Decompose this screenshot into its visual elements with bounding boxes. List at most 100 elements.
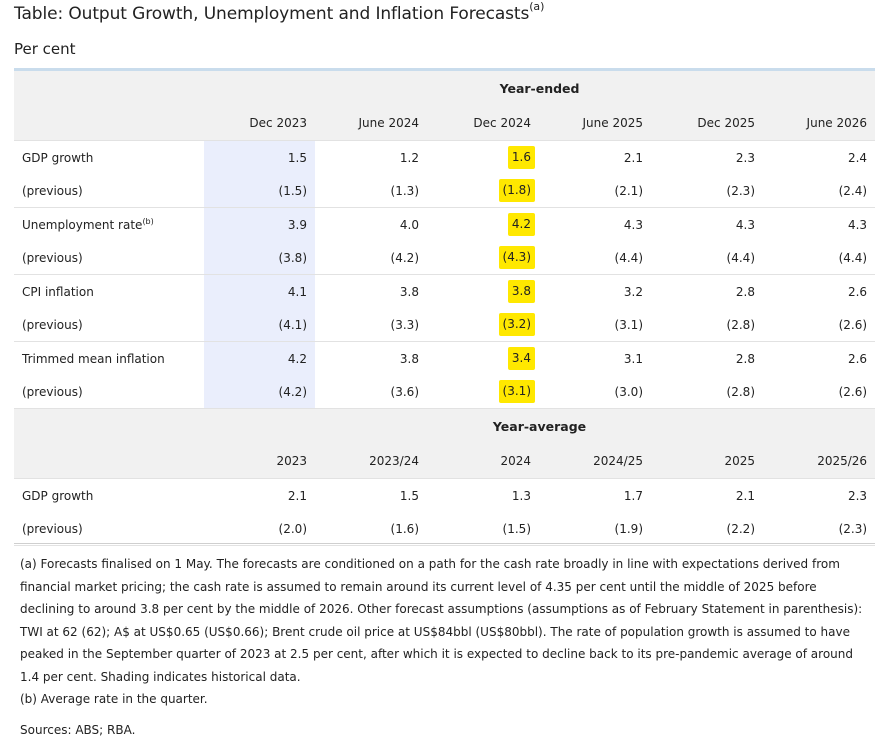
table-cell-historical: (3.8): [204, 241, 315, 275]
year-average-heading-row: Year-average: [14, 409, 875, 444]
note-marker: (b): [142, 217, 153, 226]
table-cell: (1.8): [427, 174, 539, 208]
column-header: June 2024: [315, 105, 427, 141]
column-header: Dec 2024: [427, 105, 539, 141]
highlight-mark: (3.1): [499, 380, 535, 403]
table-title: Table: Output Growth, Unemployment and I…: [14, 4, 544, 24]
table-cell: 2.3: [651, 141, 763, 175]
table-cell: (4.3): [427, 241, 539, 275]
highlight-mark: (4.3): [499, 246, 535, 269]
table-cell: (3.1): [427, 375, 539, 409]
highlight-mark: 1.6: [508, 146, 535, 169]
highlight-mark: 3.8: [508, 280, 535, 303]
column-header: June 2025: [539, 105, 651, 141]
table-row-cpi-inflation: CPI inflation 4.1 3.8 3.8 3.2 2.8 2.6: [14, 275, 875, 309]
table-cell: 2.1: [651, 479, 763, 513]
table-cell: 4.0: [315, 208, 427, 242]
table-cell: 3.2: [539, 275, 651, 309]
row-label: (previous): [14, 308, 204, 342]
table-cell: 1.3: [427, 479, 539, 513]
highlight-mark: (3.2): [499, 313, 535, 336]
column-header: June 2026: [763, 105, 875, 141]
table-cell: (3.2): [427, 308, 539, 342]
table-cell: (2.4): [763, 174, 875, 208]
table-cell: 1.5: [315, 479, 427, 513]
table-cell: (3.0): [539, 375, 651, 409]
footnote-a: (a) Forecasts finalised on 1 May. The fo…: [20, 553, 872, 688]
table-cell: (2.3): [763, 512, 875, 546]
table-cell-historical: (4.2): [204, 375, 315, 409]
row-label: GDP growth: [14, 479, 204, 513]
table-cell: (3.1): [539, 308, 651, 342]
table-cell: (2.1): [539, 174, 651, 208]
highlight-mark: 4.2: [508, 213, 535, 236]
column-header: 2023/24: [315, 443, 427, 479]
table-cell: 3.1: [539, 342, 651, 376]
table-cell: 1.6: [427, 141, 539, 175]
table-cell: 2.4: [763, 141, 875, 175]
table-cell: 2.3: [763, 479, 875, 513]
table-row-cpi-inflation-previous: (previous) (4.1) (3.3) (3.2) (3.1) (2.8)…: [14, 308, 875, 342]
table-cell: 3.4: [427, 342, 539, 376]
table-unit: Per cent: [14, 40, 76, 58]
table-cell: 1.2: [315, 141, 427, 175]
table-cell: (4.4): [651, 241, 763, 275]
table-cell-historical: (4.1): [204, 308, 315, 342]
table-row-unemployment-rate: Unemployment rate(b) 3.9 4.0 4.2 4.3 4.3…: [14, 208, 875, 242]
year-average-heading: Year-average: [204, 409, 875, 444]
table-cell: (2.6): [763, 375, 875, 409]
footnote-b: (b) Average rate in the quarter.: [20, 688, 872, 711]
year-average-column-headers: 2023 2023/24 2024 2024/25 2025 2025/26: [14, 443, 875, 479]
table-cell: 2.6: [763, 275, 875, 309]
column-header: 2023: [204, 443, 315, 479]
row-label: (previous): [14, 512, 204, 546]
table-cell: (2.3): [651, 174, 763, 208]
table-cell: (1.3): [315, 174, 427, 208]
column-header: 2024/25: [539, 443, 651, 479]
row-label: Unemployment rate(b): [14, 208, 204, 242]
table-cell: (4.4): [539, 241, 651, 275]
table-cell: (2.0): [204, 512, 315, 546]
year-ended-heading: Year-ended: [204, 71, 875, 105]
table-cell: 2.6: [763, 342, 875, 376]
table-cell: (1.9): [539, 512, 651, 546]
highlight-mark: 3.4: [508, 347, 535, 370]
column-header: 2025/26: [763, 443, 875, 479]
bottom-rule: [14, 543, 875, 544]
title-note-marker: (a): [529, 0, 544, 13]
table-cell: (2.8): [651, 308, 763, 342]
table-cell: 4.3: [763, 208, 875, 242]
table-cell: (1.6): [315, 512, 427, 546]
table-row-trimmed-mean-inflation-previous: (previous) (4.2) (3.6) (3.1) (3.0) (2.8)…: [14, 375, 875, 409]
table-row-unemployment-rate-previous: (previous) (3.8) (4.2) (4.3) (4.4) (4.4)…: [14, 241, 875, 275]
table-row-avg-gdp-growth-previous: (previous) (2.0) (1.6) (1.5) (1.9) (2.2)…: [14, 512, 875, 546]
table-cell-historical: (1.5): [204, 174, 315, 208]
table-cell-historical: 3.9: [204, 208, 315, 242]
table-notes: (a) Forecasts finalised on 1 May. The fo…: [20, 553, 872, 741]
forecast-table: Year-ended Dec 2023 June 2024 Dec 2024 J…: [14, 71, 875, 546]
table-cell: (1.5): [427, 512, 539, 546]
column-header: Dec 2023: [204, 105, 315, 141]
table-cell: 3.8: [315, 342, 427, 376]
table-cell: (3.6): [315, 375, 427, 409]
table-cell: 1.7: [539, 479, 651, 513]
table-cell: (2.8): [651, 375, 763, 409]
table-cell: 2.1: [204, 479, 315, 513]
table-cell: 3.8: [315, 275, 427, 309]
column-header: Dec 2025: [651, 105, 763, 141]
highlight-mark: (1.8): [499, 179, 535, 202]
table-cell: 4.3: [539, 208, 651, 242]
row-label: Trimmed mean inflation: [14, 342, 204, 376]
table-row-gdp-growth-previous: (previous) (1.5) (1.3) (1.8) (2.1) (2.3)…: [14, 174, 875, 208]
sources-note: Sources: ABS; RBA.: [20, 719, 872, 741]
table-cell: (2.6): [763, 308, 875, 342]
table-cell: (3.3): [315, 308, 427, 342]
row-label: (previous): [14, 241, 204, 275]
row-label: CPI inflation: [14, 275, 204, 309]
table-cell: 3.8: [427, 275, 539, 309]
year-ended-column-headers: Dec 2023 June 2024 Dec 2024 June 2025 De…: [14, 105, 875, 141]
table-row-trimmed-mean-inflation: Trimmed mean inflation 4.2 3.8 3.4 3.1 2…: [14, 342, 875, 376]
row-label: (previous): [14, 174, 204, 208]
table-cell: 2.1: [539, 141, 651, 175]
table-cell: 4.2: [427, 208, 539, 242]
